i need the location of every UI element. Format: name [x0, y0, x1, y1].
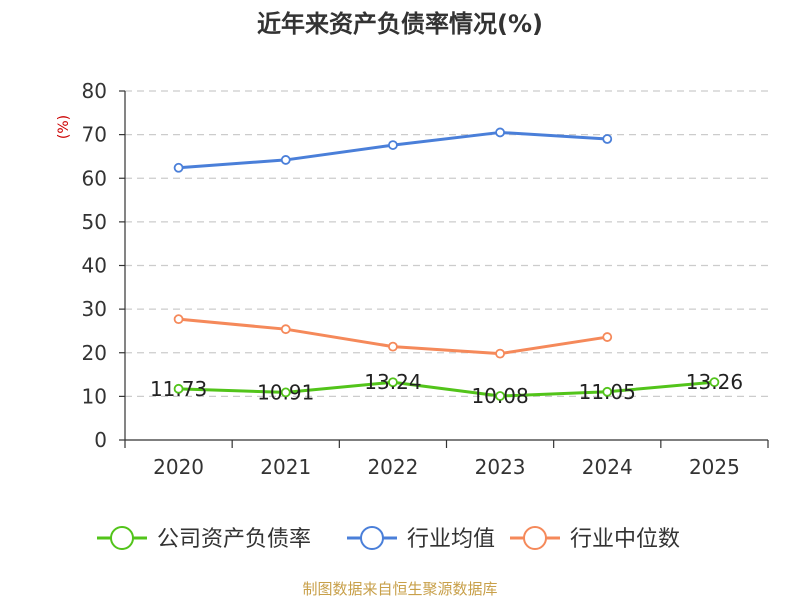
data-labels: 11.73 10.91 13.24 10.08 11.05 13.26	[150, 370, 743, 408]
data-label: 11.73	[150, 377, 207, 401]
data-point	[602, 134, 613, 144]
x-tick-label: 2022	[367, 455, 418, 479]
data-point	[280, 387, 291, 398]
source-note: 制图数据来自恒生聚源数据库	[302, 580, 497, 598]
data-label: 11.05	[579, 380, 636, 404]
series-line	[178, 130, 608, 170]
y-tick-label: 20	[82, 341, 107, 365]
series-group	[173, 127, 720, 401]
series-3	[173, 314, 613, 359]
legend: 公司资产负债率 行业均值 行业中位数	[97, 526, 680, 552]
y-tick-label: 80	[82, 79, 107, 103]
x-tick-label: 2025	[689, 455, 740, 479]
data-point	[280, 155, 291, 165]
data-point	[388, 377, 398, 388]
x-tick-label: 2020	[153, 455, 204, 479]
y-tick-label: 70	[82, 123, 107, 147]
y-tick-label: 0	[94, 428, 107, 452]
data-label: 13.24	[364, 370, 421, 394]
legend-label: 行业中位数	[570, 527, 680, 552]
y-tick-label: 40	[82, 254, 107, 278]
legend-item: 公司资产负债率	[97, 526, 311, 552]
series-2	[173, 127, 613, 173]
legend-item: 行业中位数	[510, 526, 680, 552]
axes: 0 10 20 30 40 50 60 70 80 2020 2021 2022 2023 2024 202…	[82, 79, 769, 479]
data-point	[173, 383, 184, 394]
data-point	[495, 348, 505, 359]
x-tick-label: 2024	[582, 455, 633, 479]
data-point	[495, 127, 505, 138]
y-tick-label: 10	[82, 384, 107, 408]
chart-title: 近年来资产负债率情况(%)	[257, 10, 543, 38]
legend-marker	[360, 526, 384, 550]
legend-label: 行业均值	[407, 527, 495, 552]
data-label: 10.91	[257, 380, 314, 404]
x-tick-label: 2021	[260, 455, 311, 479]
data-point	[709, 377, 720, 388]
legend-item: 行业均值	[347, 526, 495, 552]
data-point	[173, 162, 184, 173]
legend-marker	[523, 526, 547, 550]
y-tick-label: 30	[82, 297, 107, 321]
data-point	[388, 341, 398, 352]
y-axis-label: (%)	[56, 115, 72, 139]
data-point	[602, 332, 613, 342]
data-point	[173, 314, 184, 325]
y-tick-label: 60	[82, 166, 107, 190]
series-line	[178, 380, 715, 398]
data-point	[280, 324, 291, 335]
data-label: 13.26	[686, 370, 743, 394]
data-label: 10.08	[471, 384, 528, 408]
data-point	[602, 386, 613, 397]
y-tick-label: 50	[82, 210, 107, 234]
legend-marker	[110, 526, 134, 550]
x-tick-label: 2023	[475, 455, 526, 479]
data-point	[495, 391, 505, 401]
data-point	[388, 140, 398, 150]
legend-label: 公司资产负债率	[157, 527, 311, 552]
series-1	[173, 377, 720, 401]
